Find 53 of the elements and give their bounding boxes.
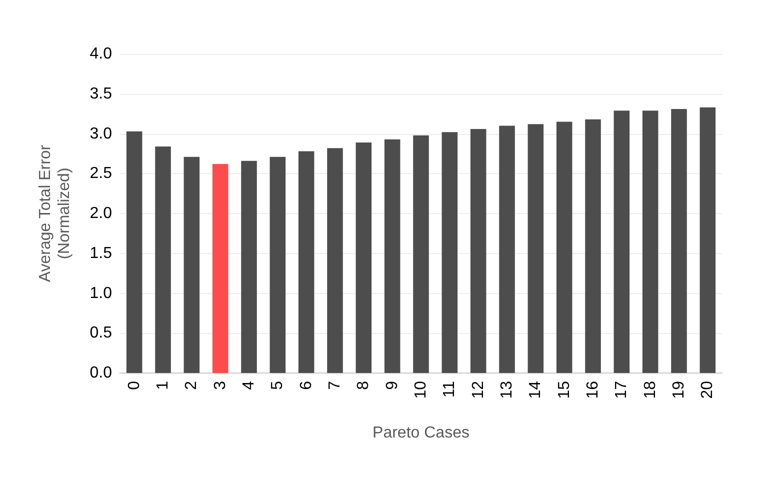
bar — [499, 126, 515, 373]
bar — [556, 122, 572, 373]
bar — [327, 148, 343, 373]
bar — [700, 107, 716, 373]
x-tick-label: 19 — [670, 380, 688, 399]
x-tick-label: 15 — [556, 380, 573, 399]
x-tick-label: 13 — [498, 380, 516, 399]
bar — [413, 135, 429, 373]
bar — [241, 160, 257, 373]
x-tick-label: 1 — [154, 380, 172, 390]
x-tick-label: 16 — [584, 380, 602, 399]
y-tick-label: 1.0 — [90, 284, 112, 302]
bar — [470, 128, 486, 373]
bar — [528, 124, 544, 373]
bar — [270, 156, 286, 373]
bar — [298, 151, 314, 373]
y-tick-label: 4.0 — [90, 46, 112, 62]
x-tick-label: 11 — [441, 380, 458, 398]
y-axis-title: Average Total Error (Normalized) — [37, 144, 73, 282]
x-tick-label: 3 — [212, 380, 229, 390]
x-tick-label: 6 — [298, 380, 315, 390]
x-tick-label: 20 — [699, 380, 716, 399]
bar — [614, 110, 630, 373]
x-tick-label: 5 — [269, 380, 286, 390]
bar — [184, 156, 200, 373]
y-tick-label: 3.0 — [90, 125, 112, 142]
x-tick-label: 7 — [326, 380, 344, 390]
x-tick-label: 0 — [126, 380, 143, 390]
x-tick-label: 4 — [240, 380, 258, 390]
x-axis-title: Pareto Cases — [372, 424, 470, 442]
x-tick-label: 12 — [470, 380, 487, 399]
bar — [126, 131, 142, 373]
bar — [155, 146, 171, 373]
y-tick-label: 0.5 — [90, 324, 112, 342]
x-tick-label: 2 — [183, 380, 200, 390]
bar — [642, 110, 658, 373]
y-tick-label: 1.5 — [90, 244, 112, 262]
bar — [356, 142, 372, 373]
bar — [212, 164, 228, 373]
bar — [671, 109, 687, 373]
bar — [585, 119, 601, 373]
y-tick-label: 2.5 — [90, 165, 112, 182]
x-tick-label: 10 — [412, 380, 430, 399]
y-tick-label: 0.0 — [90, 364, 112, 382]
y-tick-label: 3.5 — [90, 85, 112, 102]
x-tick-label: 18 — [642, 380, 659, 399]
x-tick-label: 17 — [613, 380, 630, 399]
bar — [384, 139, 400, 373]
y-tick-label: 2.0 — [90, 205, 112, 222]
x-tick-label: 9 — [384, 380, 401, 390]
x-tick-label: 8 — [355, 380, 372, 390]
bar — [442, 132, 458, 373]
x-tick-label: 14 — [527, 380, 544, 399]
